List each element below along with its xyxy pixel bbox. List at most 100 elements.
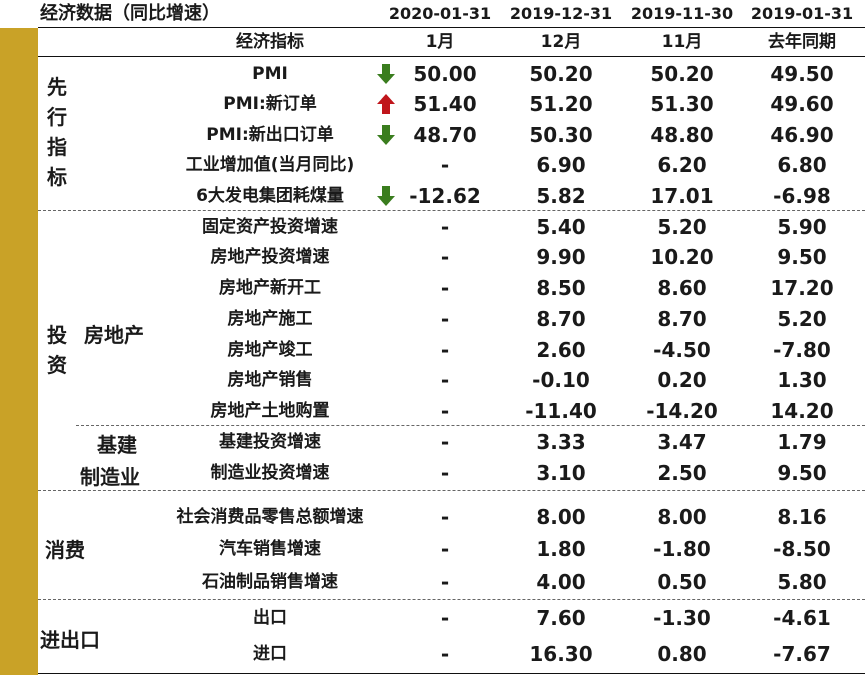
value-cell-c4: 5.20	[777, 307, 827, 331]
header-jan: 1月	[425, 32, 455, 52]
category-consumption: 消费	[45, 538, 85, 562]
value-cell-c3: -1.80	[653, 537, 711, 561]
value-cell-c2: 16.30	[529, 642, 593, 666]
value-cell-c1: -	[440, 399, 450, 423]
indicator-name: 石油制品销售增速	[202, 572, 338, 592]
value-cell-c2: -11.40	[525, 399, 597, 423]
value-cell-c3: 48.80	[650, 123, 714, 147]
value-cell-c1: -	[440, 307, 450, 331]
value-cell-c4: 5.80	[777, 570, 827, 594]
value-cell-c2: 5.82	[536, 184, 586, 208]
indicator-name: 基建投资增速	[219, 432, 321, 452]
date-col-1: 2020-01-31	[388, 4, 492, 23]
value-cell-c2: 51.20	[529, 92, 593, 116]
value-cell-c2: 5.40	[536, 215, 586, 239]
value-cell-c2: 6.90	[536, 153, 586, 177]
value-cell-c2: 50.20	[529, 62, 593, 86]
value-cell-c4: -7.67	[773, 642, 831, 666]
category-infra: 基建	[97, 433, 137, 457]
gold-side-bar	[0, 28, 38, 675]
value-cell-c4: 6.80	[777, 153, 827, 177]
indicator-name: 制造业投资增速	[210, 463, 330, 483]
value-cell-c4: -4.61	[773, 606, 831, 630]
value-cell-c2: 7.60	[536, 606, 586, 630]
category-leading-char: 指	[47, 135, 67, 159]
indicator-name: 房地产土地购置	[210, 401, 330, 421]
value-cell-c4: -8.50	[773, 537, 831, 561]
value-cell-c3: -1.30	[653, 606, 711, 630]
value-cell-c1: -	[440, 338, 450, 362]
value-cell-c3: 0.20	[657, 368, 707, 392]
indicator-name: 房地产新开工	[219, 278, 321, 298]
value-cell-c1: -	[440, 642, 450, 666]
header-yoy: 去年同期	[768, 32, 836, 52]
subheader-divider	[38, 56, 865, 57]
section-divider-trade	[38, 599, 865, 600]
value-cell-c3: 50.20	[650, 62, 714, 86]
value-cell-c1: -	[440, 537, 450, 561]
indicator-name: 进口	[253, 644, 287, 664]
value-cell-c2: 3.33	[536, 430, 586, 454]
value-cell-c1: -	[440, 368, 450, 392]
value-cell-c3: 8.00	[657, 505, 707, 529]
indicator-name: 工业增加值(当月同比)	[185, 155, 355, 175]
value-cell-c4: 49.60	[770, 92, 834, 116]
bottom-border	[38, 673, 865, 674]
value-cell-c4: 14.20	[770, 399, 834, 423]
category-leading-char: 行	[47, 105, 67, 129]
category-real-estate: 房地产	[84, 323, 144, 347]
value-cell-c3: 51.30	[650, 92, 714, 116]
value-cell-c1: -	[440, 430, 450, 454]
value-cell-c1: -	[440, 505, 450, 529]
value-cell-c1: -	[440, 153, 450, 177]
value-cell-c4: -7.80	[773, 338, 831, 362]
value-cell-c1: -12.62	[409, 184, 481, 208]
indicator-name: PMI:新订单	[223, 94, 317, 114]
arrow-up-icon	[377, 94, 395, 114]
value-cell-c2: 8.70	[536, 307, 586, 331]
value-cell-c4: 49.50	[770, 62, 834, 86]
value-cell-c2: 2.60	[536, 338, 586, 362]
table-title: 经济数据（同比增速）	[40, 3, 220, 24]
date-col-2: 2019-12-31	[509, 4, 613, 23]
value-cell-c2: 4.00	[536, 570, 586, 594]
section-divider-consumption	[38, 490, 865, 491]
value-cell-c3: 8.70	[657, 307, 707, 331]
value-cell-c1: -	[440, 276, 450, 300]
value-cell-c3: 5.20	[657, 215, 707, 239]
value-cell-c2: 50.30	[529, 123, 593, 147]
category-investment-char: 投	[47, 323, 67, 347]
value-cell-c4: 46.90	[770, 123, 834, 147]
date-col-3: 2019-11-30	[630, 4, 734, 23]
value-cell-c1: -	[440, 461, 450, 485]
value-cell-c1: 48.70	[413, 123, 477, 147]
value-cell-c4: 1.79	[777, 430, 827, 454]
indicator-name: 房地产竣工	[227, 340, 313, 360]
value-cell-c2: 3.10	[536, 461, 586, 485]
value-cell-c2: 8.00	[536, 505, 586, 529]
section-divider-infra	[76, 425, 865, 426]
value-cell-c1: -	[440, 570, 450, 594]
value-cell-c4: 5.90	[777, 215, 827, 239]
arrow-down-icon	[377, 125, 395, 145]
arrow-down-icon	[377, 64, 395, 84]
value-cell-c3: 6.20	[657, 153, 707, 177]
indicator-name: 社会消费品零售总额增速	[176, 507, 364, 527]
category-leading: 先 行 指 标	[45, 72, 69, 192]
value-cell-c4: 9.50	[777, 245, 827, 269]
category-investment-char: 资	[47, 353, 67, 377]
value-cell-c3: 2.50	[657, 461, 707, 485]
value-cell-c4: 1.30	[777, 368, 827, 392]
header-dec: 12月	[540, 32, 582, 52]
value-cell-c3: 3.47	[657, 430, 707, 454]
arrow-down-icon	[377, 186, 395, 206]
value-cell-c1: 50.00	[413, 62, 477, 86]
value-cell-c3: 0.50	[657, 570, 707, 594]
date-col-4: 2019-01-31	[750, 4, 854, 23]
value-cell-c1: -	[440, 245, 450, 269]
value-cell-c2: 1.80	[536, 537, 586, 561]
indicator-name: PMI	[252, 64, 288, 84]
category-leading-char: 标	[47, 165, 67, 189]
category-investment: 投 资	[45, 320, 69, 380]
value-cell-c3: 17.01	[650, 184, 714, 208]
